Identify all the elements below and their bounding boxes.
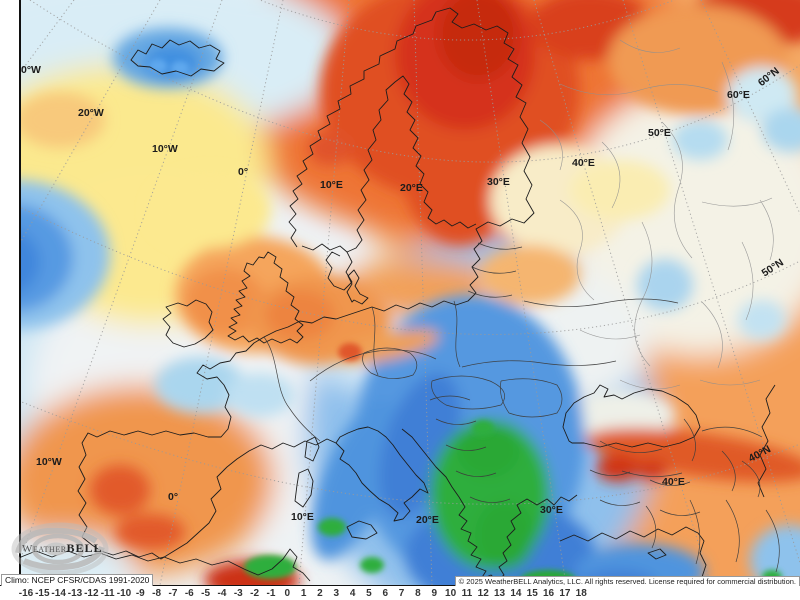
hurricane-spiral-icon xyxy=(11,522,109,576)
graticule-label: 20°E xyxy=(400,182,423,194)
colorbar-tick: 17 xyxy=(559,588,571,599)
colorbar-tick: 15 xyxy=(526,588,538,599)
colorbar-tick: 18 xyxy=(575,588,587,599)
graticule-label: 30°E xyxy=(487,176,510,188)
graticule-label: 0° xyxy=(238,166,249,178)
logo-word-bell: BELL xyxy=(66,541,103,555)
graticule-label: 50°E xyxy=(648,127,671,139)
anomaly-map: 0°W 20°W 10°W 0° 10°E 20°E 30°E 40°E 50°E 60°E 60°… xyxy=(0,0,800,586)
colorbar-tick: 12 xyxy=(477,588,489,599)
graticule-label: 10°W xyxy=(152,143,178,155)
graticule-label: 0°W xyxy=(21,64,41,76)
graticule-lines xyxy=(0,0,800,586)
colorbar-tick: -15 xyxy=(35,588,50,599)
colorbar-tick: -12 xyxy=(84,588,99,599)
colorbar-tick: -14 xyxy=(51,588,66,599)
colorbar-tick: -1 xyxy=(266,588,276,599)
colorbar-tick: -16 xyxy=(18,588,34,599)
graticule-label: 10°E xyxy=(320,179,343,191)
colorbar-tick-row: -16 -15 -14 -13 -12 -11 -10 -9 -8 -7 -6 -5 -4 -3 -2 -1 0… xyxy=(0,588,800,600)
colorbar-tick: 9 xyxy=(431,588,438,599)
map-left-margin xyxy=(0,0,19,586)
graticule-label: 40°E xyxy=(662,476,685,488)
weatherbell-logo: WeatherBELL xyxy=(6,521,124,577)
colorbar-tick: -10 xyxy=(116,588,132,599)
map-frame-bottom xyxy=(0,585,800,586)
colorbar-tick: -13 xyxy=(67,588,83,599)
colorbar-tick: 3 xyxy=(333,588,340,599)
graticule-label: 30°E xyxy=(540,504,563,516)
country-borders xyxy=(263,242,780,573)
copyright-label: © 2025 WeatherBELL Analytics, LLC. All r… xyxy=(454,576,800,586)
colorbar-tick: 2 xyxy=(317,588,323,599)
graticule-label: 0° xyxy=(168,491,179,503)
colorbar-tick: 10 xyxy=(445,588,457,599)
graticule-label: 40°E xyxy=(572,157,595,169)
colorbar-tick: 13 xyxy=(494,588,506,599)
climo-label: Climo: NCEP CFSR/CDAS 1991-2020 xyxy=(1,574,154,586)
graticule-label: 10°W xyxy=(36,456,62,468)
graticule-label: 20°W xyxy=(78,107,104,119)
colorbar-tick: -9 xyxy=(135,588,145,599)
colorbar-tick: -7 xyxy=(168,588,178,599)
colorbar-tick: 5 xyxy=(366,588,372,599)
colorbar-tick: 7 xyxy=(398,588,405,599)
logo-word-weather: Weather xyxy=(22,543,67,555)
colorbar-tick: -2 xyxy=(250,588,260,599)
colorbar-tick: -5 xyxy=(201,588,211,599)
colorbar-tick: 16 xyxy=(542,588,555,599)
colorbar-tick: -6 xyxy=(184,588,194,599)
colorbar-tick: -11 xyxy=(100,588,115,599)
colorbar-tick: -3 xyxy=(233,588,243,599)
weatherbell-logo-text: WeatherBELL xyxy=(22,541,103,556)
colorbar-tick: -4 xyxy=(217,588,227,599)
colorbar-tick: 14 xyxy=(510,588,522,599)
map-field xyxy=(0,0,800,586)
colorbar-tick: -8 xyxy=(152,588,162,599)
graticule-label: 20°E xyxy=(416,514,439,526)
colorbar-tick: 11 xyxy=(461,588,473,599)
colorbar-tick: 6 xyxy=(382,588,389,599)
colorbar-tick: 4 xyxy=(349,588,356,599)
graticule-label: 10°E xyxy=(291,511,314,523)
colorbar-tick: 1 xyxy=(300,588,307,599)
graticule-label: 60°E xyxy=(727,89,750,101)
regional-borders xyxy=(539,39,774,390)
map-frame-left xyxy=(19,0,21,586)
colorbar-tick: 8 xyxy=(415,588,421,599)
colorbar-tick: 0 xyxy=(284,588,291,599)
